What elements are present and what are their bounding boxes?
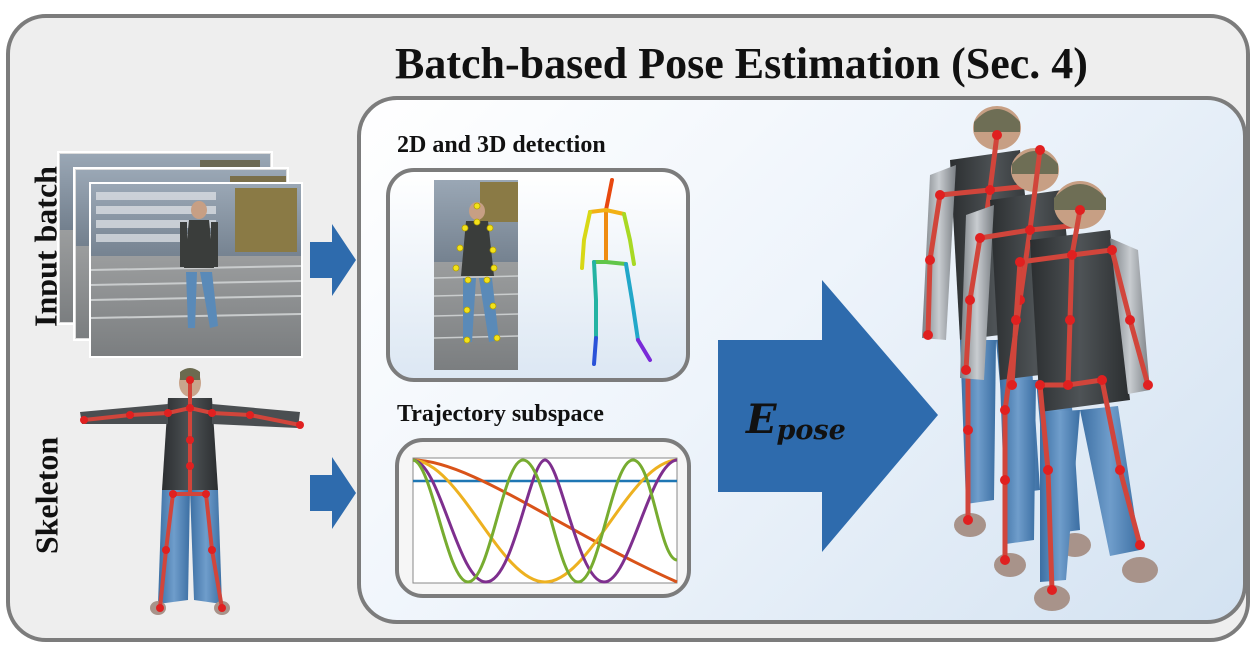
- input-batch-photos: [57, 151, 303, 358]
- detection-title: 2D and 3D detection: [397, 132, 606, 158]
- detection-photo: [433, 180, 519, 370]
- energy-symbol: E: [746, 396, 777, 443]
- trajectory-title: Trajectory subspace: [397, 401, 604, 427]
- energy-label: Epose: [746, 396, 846, 446]
- photo-front: [89, 182, 303, 358]
- basis-cos3: [412, 458, 678, 584]
- basis-cos1: [412, 458, 678, 584]
- energy-subscript: pose: [776, 415, 846, 446]
- 3d-stick-figure: [580, 178, 652, 366]
- skeleton-figure: [80, 368, 304, 615]
- input-arrows: [310, 224, 356, 529]
- output-figures: [922, 106, 1158, 611]
- output-figure-3: [1007, 181, 1158, 611]
- arrow-batch-to-detection: [310, 224, 356, 296]
- energy-arrow: [718, 280, 938, 552]
- basis-cos2: [412, 458, 678, 584]
- trajectory-plot: [412, 457, 678, 584]
- basis-cos4: [412, 458, 678, 584]
- figure-title: Batch-based Pose Estimation (Sec. 4): [395, 39, 1088, 88]
- arrow-skeleton-to-trajectory: [310, 457, 356, 529]
